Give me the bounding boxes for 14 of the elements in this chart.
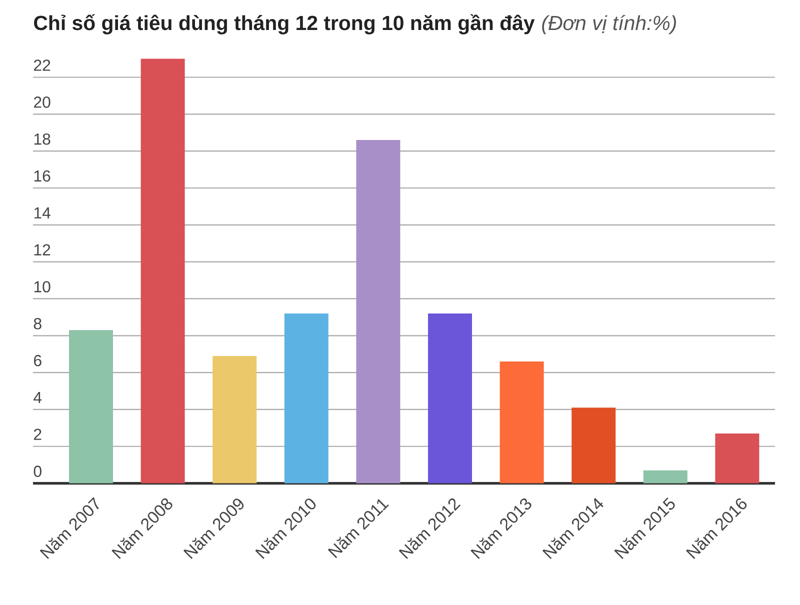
y-tick-label: 8 xyxy=(34,318,42,330)
y-tick-label: 0 xyxy=(34,466,42,477)
y-tick-label: 18 xyxy=(34,133,50,145)
y-tick-label: 4 xyxy=(34,392,42,403)
y-tick-label: 20 xyxy=(34,96,50,108)
y-tick-label: 16 xyxy=(34,170,50,182)
y-tick-label: 12 xyxy=(34,244,50,256)
chart-title: Chỉ số giá tiêu dùng tháng 12 trong 10 năm gần đây xyxy=(34,14,535,34)
y-tick-label: 14 xyxy=(34,207,50,218)
y-tick-label: 22 xyxy=(34,60,50,71)
chart-subtitle: (Đơn vị tính:%) xyxy=(542,14,676,34)
y-tick-label: 10 xyxy=(34,281,50,292)
y-tick-label: 6 xyxy=(34,354,42,366)
y-tick-label: 2 xyxy=(34,428,42,440)
